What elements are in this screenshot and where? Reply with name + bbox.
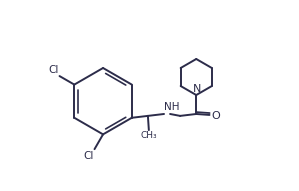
Text: Cl: Cl	[48, 65, 59, 75]
Text: CH₃: CH₃	[141, 131, 157, 140]
Text: O: O	[211, 111, 220, 121]
Text: Cl: Cl	[83, 151, 94, 161]
Text: NH: NH	[164, 102, 180, 112]
Text: N: N	[193, 84, 201, 94]
